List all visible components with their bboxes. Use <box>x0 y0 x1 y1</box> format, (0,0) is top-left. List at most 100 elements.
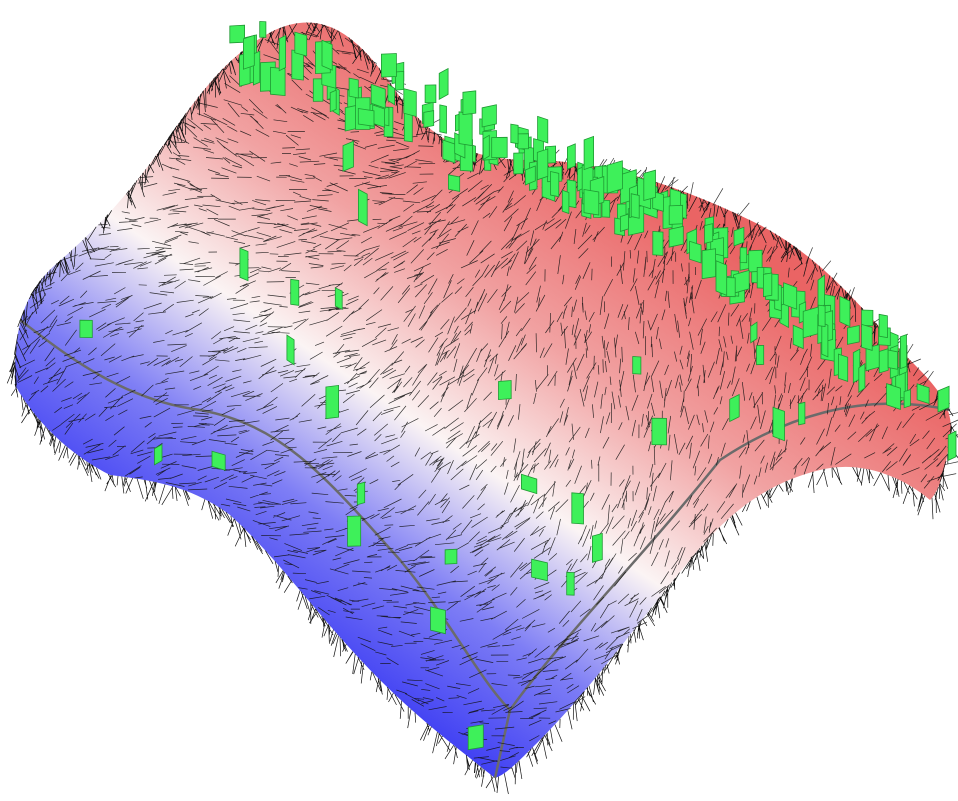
glyph-plate <box>561 189 570 215</box>
glyph-plate <box>524 165 536 186</box>
glyph-plate <box>424 84 437 104</box>
glyph-plate <box>847 325 860 345</box>
glyph-plate <box>498 380 512 401</box>
glyph-plate <box>601 199 611 218</box>
glyph-plate <box>861 323 873 351</box>
glyph-plate <box>606 160 623 194</box>
glyph-plate <box>632 356 642 375</box>
glyph-plate <box>294 31 308 57</box>
glyph-plate <box>467 724 484 751</box>
glyph-plate <box>513 152 524 175</box>
glyph-plate <box>729 393 740 423</box>
glyph-plate <box>783 282 798 310</box>
glyph-plate <box>370 83 386 109</box>
edge-curve <box>19 319 951 712</box>
glyph-plate <box>438 67 449 100</box>
glyph-plate <box>395 70 405 91</box>
glyph-plate <box>229 24 246 44</box>
glyph-plate <box>239 247 249 282</box>
glyph-plate <box>482 134 490 161</box>
glyph-plate <box>643 169 656 202</box>
glyph-plate <box>583 189 600 216</box>
glyph-plate <box>312 78 324 102</box>
glyph-plate <box>334 287 343 311</box>
glyph-plate <box>403 111 413 143</box>
glyph-plate <box>900 334 907 370</box>
glyph-plate <box>668 204 683 225</box>
glyph-plate <box>491 136 508 159</box>
glyph-plate <box>865 344 880 372</box>
glyph-plate <box>430 606 446 635</box>
glyph-plate <box>325 384 340 420</box>
glyph-plate <box>887 349 898 370</box>
glyph-plate <box>321 39 333 71</box>
glyph-plate <box>903 389 911 409</box>
glyph-plate <box>347 515 362 547</box>
glyph-plate <box>652 230 664 256</box>
glyph-plate <box>357 188 368 227</box>
glyph-plate <box>651 417 667 446</box>
glyph-plate <box>439 104 447 134</box>
glyph-plate <box>772 406 785 442</box>
glyph-plate <box>372 104 386 128</box>
glyph-plate <box>270 66 286 97</box>
glyph-plate <box>592 532 603 563</box>
glyph-plate <box>521 473 538 495</box>
glyph-plate <box>689 240 702 264</box>
glyph-plate <box>839 295 851 328</box>
glyph-plate <box>403 88 417 118</box>
glyph-plate <box>792 324 804 350</box>
glyph-plate <box>583 135 594 171</box>
glyph-plate <box>481 104 497 128</box>
glyph-plate <box>462 90 477 116</box>
glyph-plate <box>242 34 255 70</box>
glyph-plate <box>290 278 300 306</box>
glyph-plate <box>620 213 629 232</box>
glyph-plate <box>802 306 820 339</box>
glyph-plate <box>756 266 765 289</box>
glyph-plate <box>154 443 163 466</box>
glyph-plate <box>566 571 575 596</box>
glyph-plate <box>329 89 337 113</box>
glyph-plate <box>510 123 519 145</box>
glyph-plate <box>630 193 640 219</box>
glyph-plate <box>447 174 461 192</box>
glyph-plate <box>571 492 584 525</box>
glyph-plate <box>763 272 773 298</box>
glyph-plate <box>444 548 458 565</box>
glyph-plate <box>916 383 930 405</box>
glyph-plate <box>750 321 758 344</box>
glyph-plate <box>211 450 226 471</box>
glyph-plate <box>550 171 560 198</box>
glyph-plate <box>531 558 548 582</box>
glyph-plate <box>739 247 748 264</box>
glyph-plate <box>567 143 576 170</box>
glyph-plate <box>817 304 826 327</box>
glyph-plate <box>858 362 866 394</box>
glyph-plate <box>252 50 261 86</box>
glyph-plate <box>715 260 728 296</box>
glyph-plate <box>668 225 684 248</box>
surface <box>14 22 951 778</box>
glyph-plate <box>380 53 397 78</box>
glyph-plate <box>821 321 829 358</box>
glyph-plate <box>704 223 714 244</box>
glyph-plate <box>733 226 745 247</box>
glyph-plate <box>442 139 456 164</box>
glyph-layer <box>79 21 957 751</box>
glyph-plate <box>798 401 806 426</box>
glyph-plate <box>458 111 473 147</box>
glyph-plate <box>886 383 901 410</box>
glyph-plate <box>423 110 435 128</box>
glyph-plate <box>79 319 93 339</box>
glyph-plate <box>348 77 359 99</box>
glyph-plate <box>537 115 549 144</box>
glyph-plate <box>878 313 888 339</box>
glyph-plate <box>947 430 957 462</box>
glyph-plate <box>701 248 716 280</box>
glyph-plate <box>286 334 295 366</box>
glyph-plate <box>278 34 287 72</box>
glyph-plate <box>536 148 549 181</box>
glyph-plate <box>259 21 267 38</box>
